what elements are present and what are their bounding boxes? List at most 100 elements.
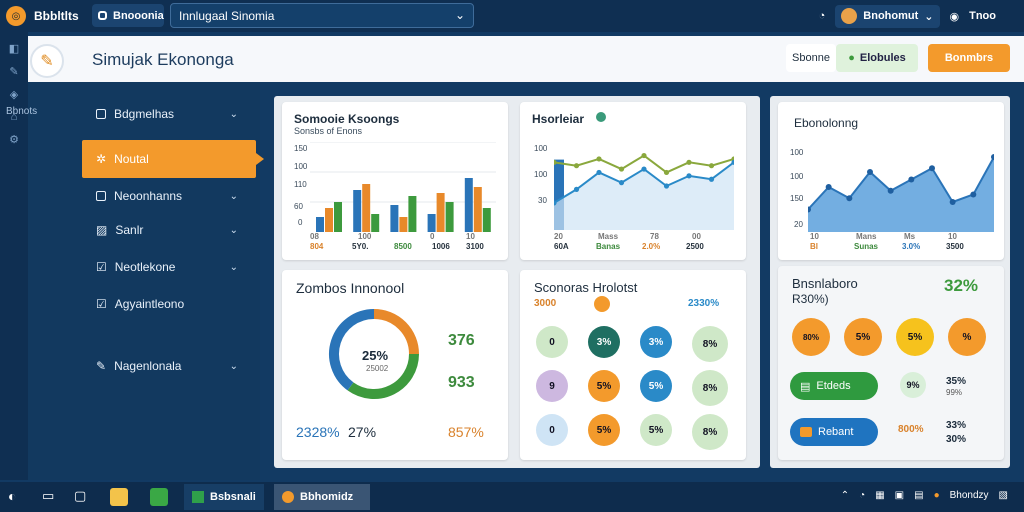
card-title: Ebonolonng <box>794 116 859 130</box>
chevron-down-icon: ⌄ <box>229 224 238 236</box>
taskbar-app-1[interactable]: Bsbsnali <box>184 484 264 510</box>
address-dropdown[interactable]: Innlugaal Sinomia ⌄ <box>170 3 474 28</box>
bar <box>353 190 362 232</box>
rail-home-icon[interactable]: ◧ <box>8 43 20 55</box>
grid-icon[interactable]: ▦ <box>875 490 885 501</box>
scenario-bubble[interactable]: 5% <box>640 370 672 402</box>
box-icon <box>96 109 106 119</box>
x-sub: 10 <box>466 232 475 241</box>
right-label[interactable]: Tnoo <box>969 10 996 22</box>
x-label: 2500 <box>686 242 704 251</box>
x-label: 5Y0. <box>352 242 369 251</box>
start-icon[interactable]: ◐ <box>8 488 17 504</box>
bar <box>390 205 399 232</box>
plain-button[interactable]: Sbonne <box>786 44 836 72</box>
volume-icon[interactable]: ▣ <box>894 490 905 501</box>
y-tick: 100 <box>294 162 308 171</box>
green-action-button[interactable]: ▤ Etdeds <box>790 372 878 400</box>
scenario-bubble[interactable]: 8% <box>692 370 728 406</box>
tab-icon <box>98 11 107 20</box>
bar <box>325 208 333 232</box>
notification-icon[interactable]: ▧ <box>998 490 1008 501</box>
chevron-up-icon[interactable]: ⌃ <box>840 490 850 501</box>
summary-pct: 32% <box>944 276 979 295</box>
taskbar-app-2[interactable]: Bbhomidz <box>274 484 370 510</box>
y-tick: 30 <box>538 196 547 205</box>
chevron-down-icon: ⌄ <box>924 10 934 23</box>
scenario-bubble[interactable]: 3% <box>640 326 672 358</box>
battery-icon[interactable]: ▤ <box>914 490 924 501</box>
scenario-bubble[interactable]: 0 <box>536 326 568 358</box>
sidebar-item-6[interactable]: ✎ Nagenlonala ⌄ <box>82 352 258 380</box>
scenario-bubble[interactable]: 8% <box>692 326 728 362</box>
rail-lock-icon[interactable]: ⌂ <box>10 111 18 123</box>
scenario-bubble[interactable]: 9 <box>536 370 568 402</box>
card-title: Bnsnlaboro <box>792 276 858 291</box>
sheet-icon <box>192 491 204 503</box>
area-chart-card: Ebonolonng 100 100 150 20 10 Mans Ms 10 … <box>778 102 1004 260</box>
scenario-bubble[interactable]: 5% <box>640 414 672 446</box>
user-menu[interactable]: Bnohomut ⌄ <box>835 4 940 28</box>
chevron-down-icon: ⌄ <box>229 108 238 120</box>
x-sub: 100 <box>358 232 372 241</box>
sidebar-item-1[interactable]: ✲ Noutal <box>82 140 264 178</box>
summary-bubble[interactable]: 80% <box>792 318 830 356</box>
y-tick: 100 <box>790 172 804 181</box>
user-name: Bnohomut <box>863 10 919 22</box>
badge-label: 9% <box>906 380 920 390</box>
status-icon[interactable]: ● <box>933 490 940 501</box>
folder-icon[interactable] <box>110 488 128 506</box>
rail-gear-icon[interactable]: ⚙ <box>9 134 19 146</box>
scenario-bubble[interactable]: 0 <box>536 414 568 446</box>
page-header: Simujak Ekononga Sbonne ● Elobules Bonmb… <box>28 36 1024 82</box>
bubble-label: % <box>962 331 972 343</box>
x-sub: Mans <box>856 232 877 241</box>
donut-bottom-mid: 27% <box>348 424 377 440</box>
pen-icon: ✎ <box>96 359 107 373</box>
search-icon[interactable]: ▭ <box>42 488 55 503</box>
data-point <box>970 191 977 198</box>
taskbar: ◐ ▭ ▢ Bsbsnali Bbhomidz ⌃ ◔ ▦ ▣ ▤ ● Bhon… <box>0 482 1024 512</box>
y-tick: 60 <box>294 202 303 211</box>
sidebar-item-4[interactable]: ☑ Neotlekone ⌄ <box>82 253 258 281</box>
summary-bubble[interactable]: 5% <box>896 318 934 356</box>
green-button[interactable]: ● Elobules <box>836 44 918 72</box>
bar <box>482 208 491 232</box>
y-tick: 150 <box>790 194 804 203</box>
scenario-bubble[interactable]: 3% <box>588 326 620 358</box>
summary-bubble[interactable]: % <box>948 318 986 356</box>
bar <box>316 217 324 232</box>
info-icon[interactable] <box>596 112 606 122</box>
taskview-icon[interactable]: ▢ <box>74 488 87 503</box>
scenario-bubble[interactable]: 8% <box>692 414 728 450</box>
address-value: Innlugaal Sinomia <box>179 8 275 23</box>
browser-icon[interactable] <box>150 488 168 506</box>
data-point <box>618 180 625 186</box>
rail-edit-icon[interactable]: ✎ <box>9 66 19 78</box>
star-icon: ✲ <box>96 152 107 166</box>
summary-bubble[interactable]: 5% <box>844 318 882 356</box>
sidebar-item-5[interactable]: ☑ Agyaintleono <box>82 290 258 318</box>
scenario-bubble[interactable]: 5% <box>588 414 620 446</box>
scenarios-card: Sconoras Hrolotst 3000 2330% 0 3% 3% 8% 9 5% 5… <box>520 270 746 460</box>
scenario-bubble[interactable]: 5% <box>588 370 620 402</box>
orange-button[interactable]: Bonmbrs <box>928 44 1010 72</box>
side-value: 99% <box>946 388 963 397</box>
data-point <box>663 169 670 176</box>
x-label: Bl <box>810 242 818 251</box>
sidebar-item-2[interactable]: Neoonhanns ⌄ <box>82 182 258 210</box>
blue-action-button[interactable]: Rebant <box>790 418 878 446</box>
check-icon: ☑ <box>96 297 107 311</box>
data-point <box>846 195 853 202</box>
sidebar-item-3[interactable]: ▨ Sanlr ⌄ <box>82 216 258 244</box>
bubble-label: 5% <box>907 331 923 343</box>
tab-home[interactable]: Bnooonia <box>92 4 164 27</box>
rail-check-icon[interactable]: ◈ <box>9 89 19 101</box>
sidebar-item-0[interactable]: Bdgmelhas ⌄ <box>82 100 258 128</box>
x-sub: Ms <box>904 232 916 241</box>
notification-icon[interactable]: ◔ <box>818 10 826 22</box>
data-point <box>825 184 832 190</box>
y-tick: 0 <box>298 218 303 227</box>
wifi-icon[interactable]: ◔ <box>859 490 866 501</box>
settings-icon[interactable]: ◉ <box>949 10 960 23</box>
